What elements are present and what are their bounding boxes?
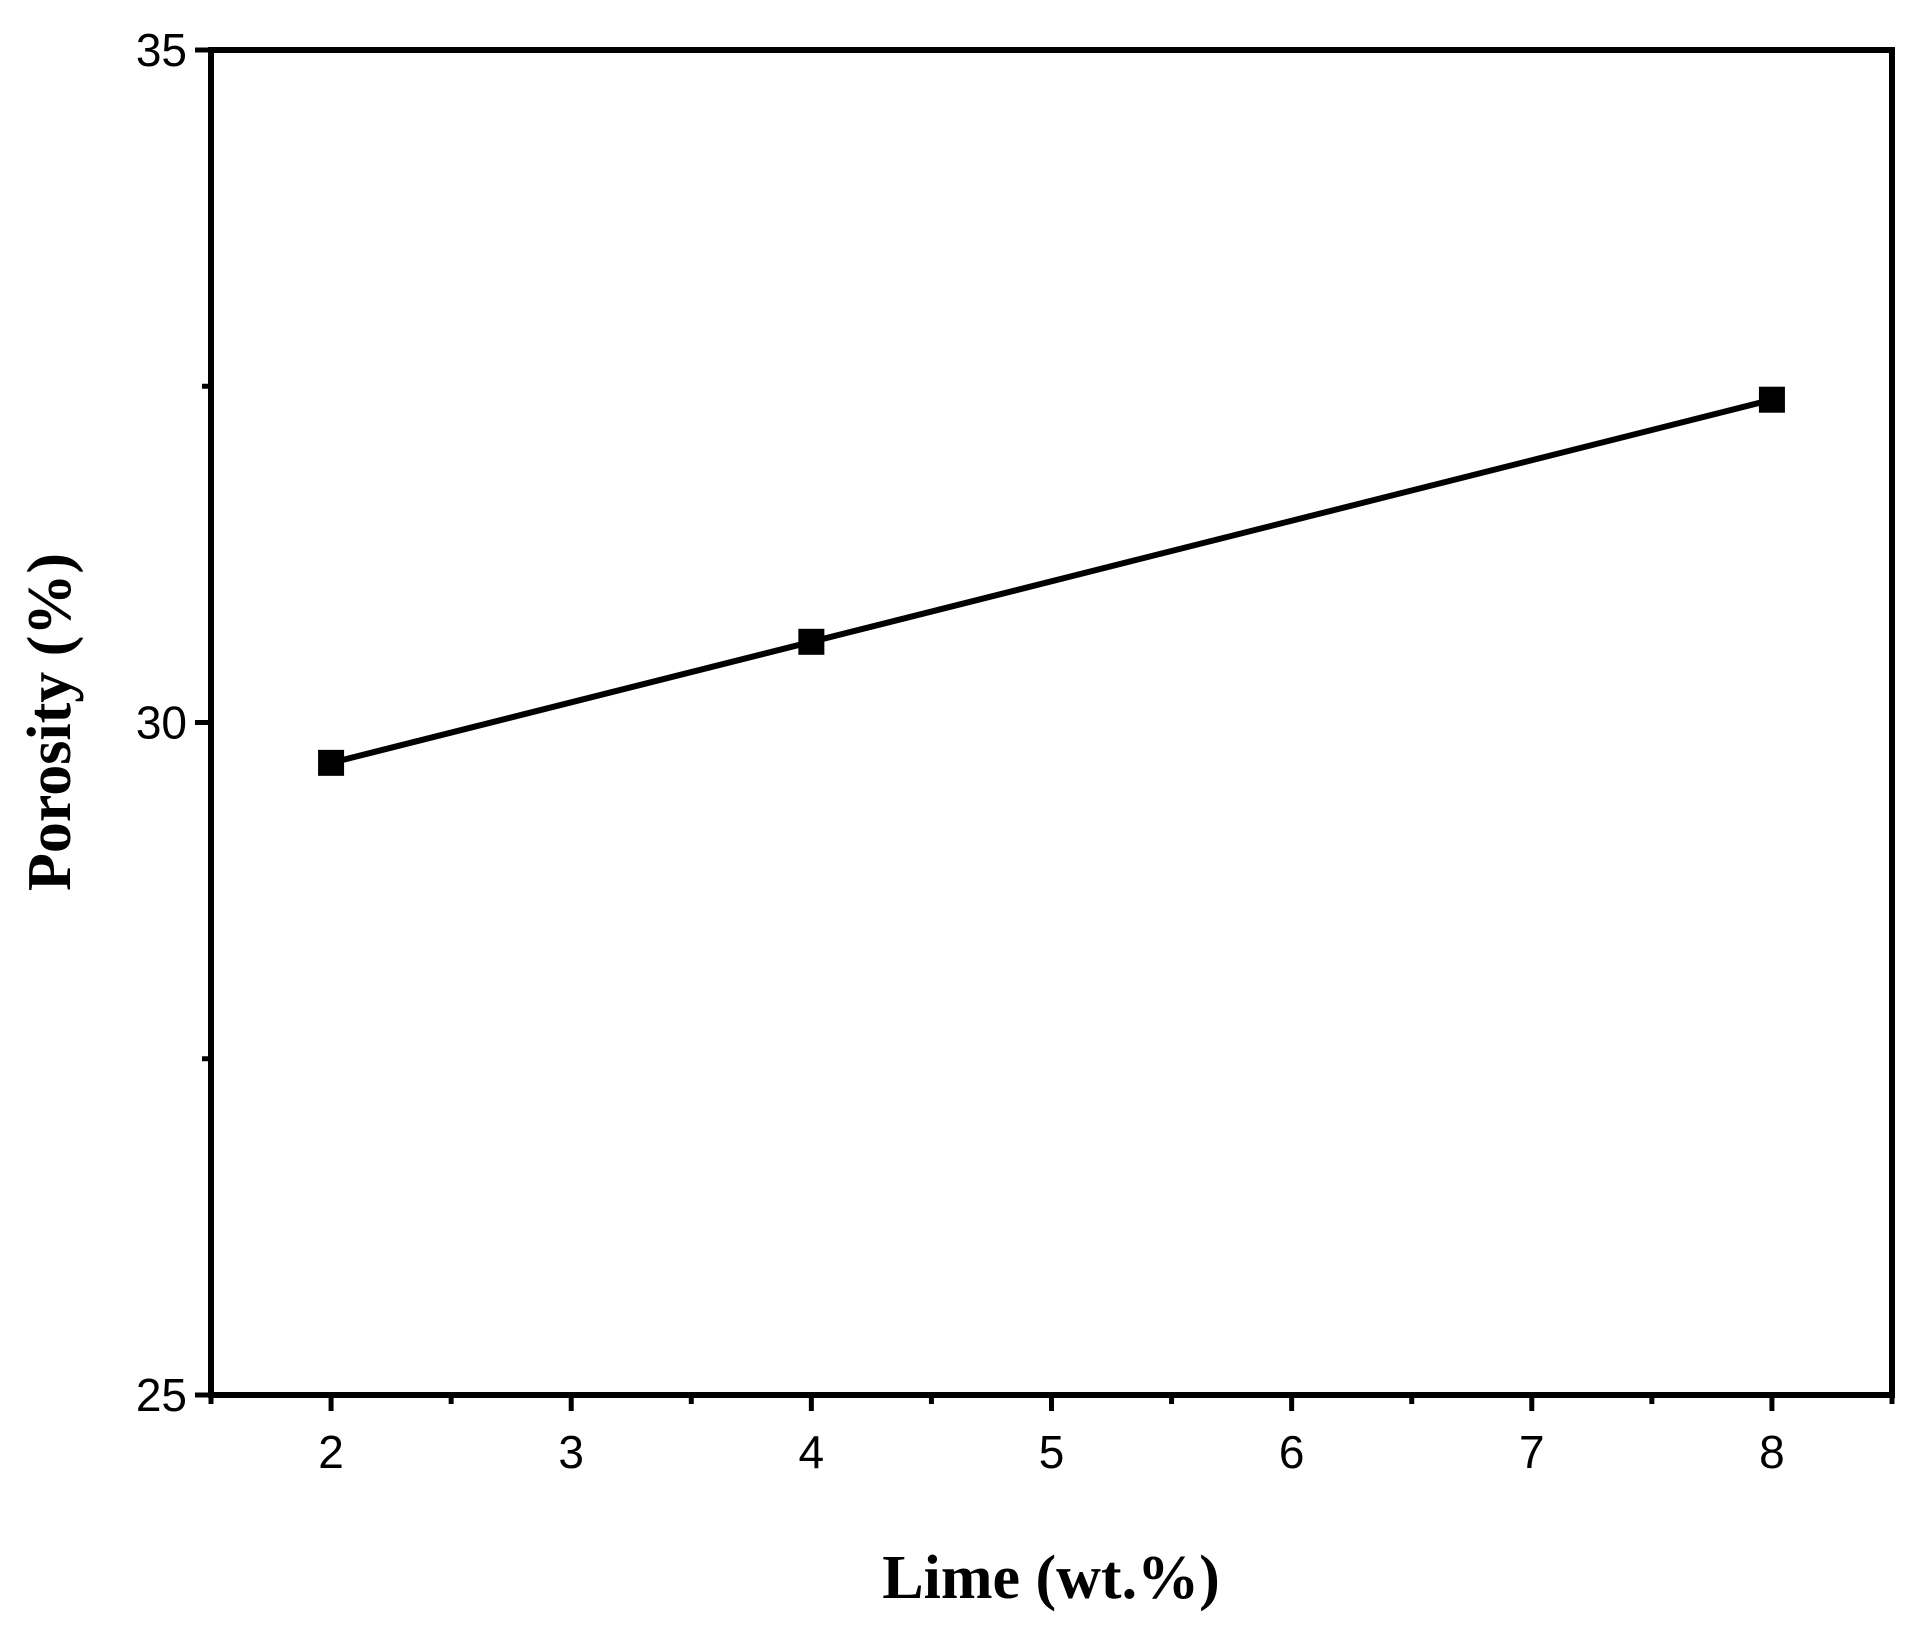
x-tick-label-6: 6 bbox=[1279, 1426, 1305, 1478]
y-axis-ticks: 25 30 35 bbox=[136, 24, 211, 1421]
x-tick-label-7: 7 bbox=[1519, 1426, 1545, 1478]
x-tick-label-5: 5 bbox=[1039, 1426, 1065, 1478]
x-tick-label-4: 4 bbox=[799, 1426, 825, 1478]
y-tick-label-25: 25 bbox=[136, 1369, 187, 1421]
y-tick-label-30: 30 bbox=[136, 697, 187, 749]
x-axis-title: Lime (wt.%) bbox=[882, 1544, 1219, 1612]
x-axis-ticks: 2 3 4 5 6 7 8 bbox=[208, 1395, 1895, 1478]
x-tick-label-3: 3 bbox=[558, 1426, 584, 1478]
data-point bbox=[318, 749, 345, 776]
data-point bbox=[798, 628, 825, 655]
y-tick-label-35: 35 bbox=[136, 24, 187, 76]
series-layer bbox=[318, 386, 1785, 776]
series-line-0 bbox=[330, 396, 1773, 766]
y-axis-title: Porosity (%) bbox=[16, 553, 84, 891]
x-tick-label-8: 8 bbox=[1759, 1426, 1785, 1478]
data-point bbox=[1758, 386, 1785, 413]
x-tick-label-2: 2 bbox=[318, 1426, 344, 1478]
plot-frame bbox=[208, 47, 1895, 1398]
